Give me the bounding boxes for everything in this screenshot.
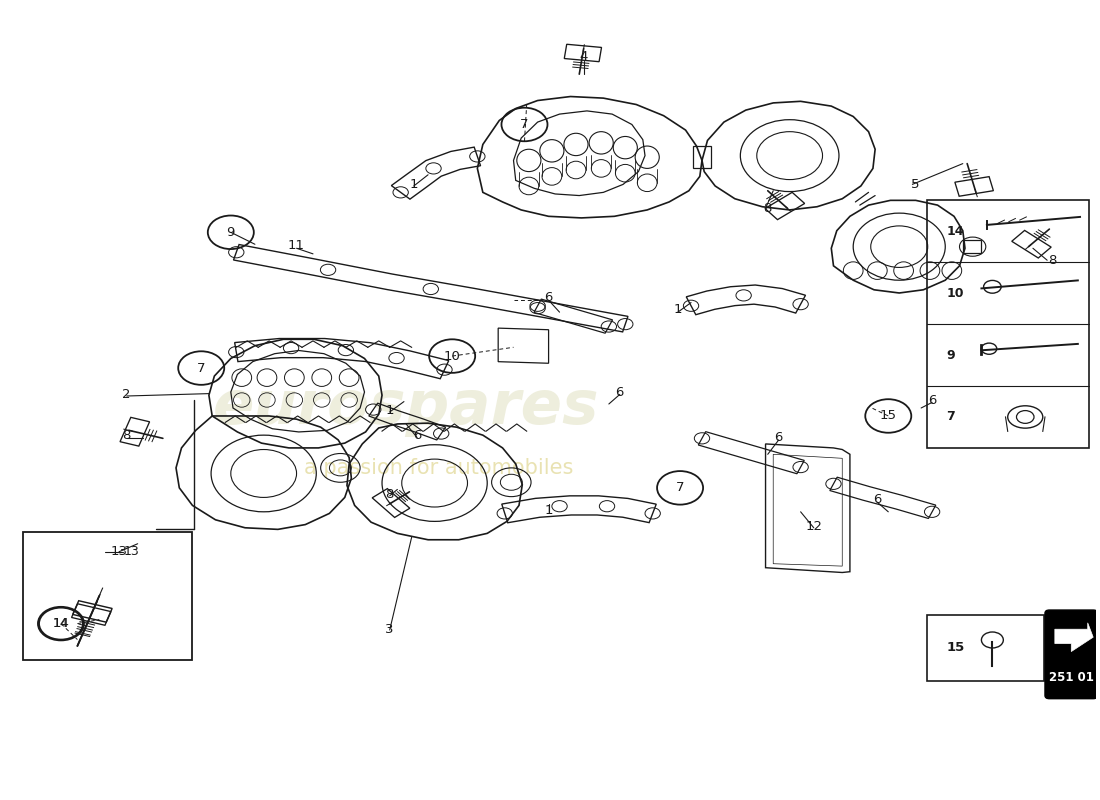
Text: 1: 1 [544,504,553,517]
Text: 15: 15 [880,410,896,422]
Text: 8: 8 [385,488,394,501]
Text: 1: 1 [385,404,394,417]
Text: 13: 13 [110,546,128,558]
Text: 6: 6 [774,431,783,444]
Text: 8: 8 [763,202,772,215]
Text: 4: 4 [580,50,587,63]
Text: 14: 14 [946,225,964,238]
Text: 8: 8 [122,430,131,442]
Text: 13: 13 [123,546,140,558]
Text: 10: 10 [443,350,461,362]
Text: 14: 14 [53,617,69,630]
Text: 8: 8 [1048,254,1057,266]
Text: 1: 1 [409,178,418,191]
Text: 1: 1 [673,303,682,316]
Text: a passion for automobiles: a passion for automobiles [305,458,574,478]
Text: 6: 6 [544,291,553,304]
Text: eurospares: eurospares [213,378,600,438]
Text: 15: 15 [946,642,965,654]
Text: 11: 11 [288,239,305,252]
Text: 7: 7 [946,410,955,423]
Text: 9: 9 [946,349,955,362]
Text: 14: 14 [53,617,69,630]
Text: 7: 7 [197,362,206,374]
Text: 3: 3 [385,622,394,636]
Text: 251 01: 251 01 [1048,671,1093,685]
Text: 7: 7 [675,482,684,494]
Text: 7: 7 [520,118,529,131]
FancyBboxPatch shape [1045,610,1098,698]
Text: 10: 10 [946,286,964,300]
Text: 2: 2 [122,388,131,401]
Text: 6: 6 [616,386,624,398]
Text: 5: 5 [912,178,920,191]
Polygon shape [1055,623,1093,651]
Text: 6: 6 [873,494,881,506]
Text: 6: 6 [412,430,421,442]
Text: 6: 6 [928,394,936,406]
Text: 12: 12 [805,520,823,533]
Text: 9: 9 [227,226,235,238]
